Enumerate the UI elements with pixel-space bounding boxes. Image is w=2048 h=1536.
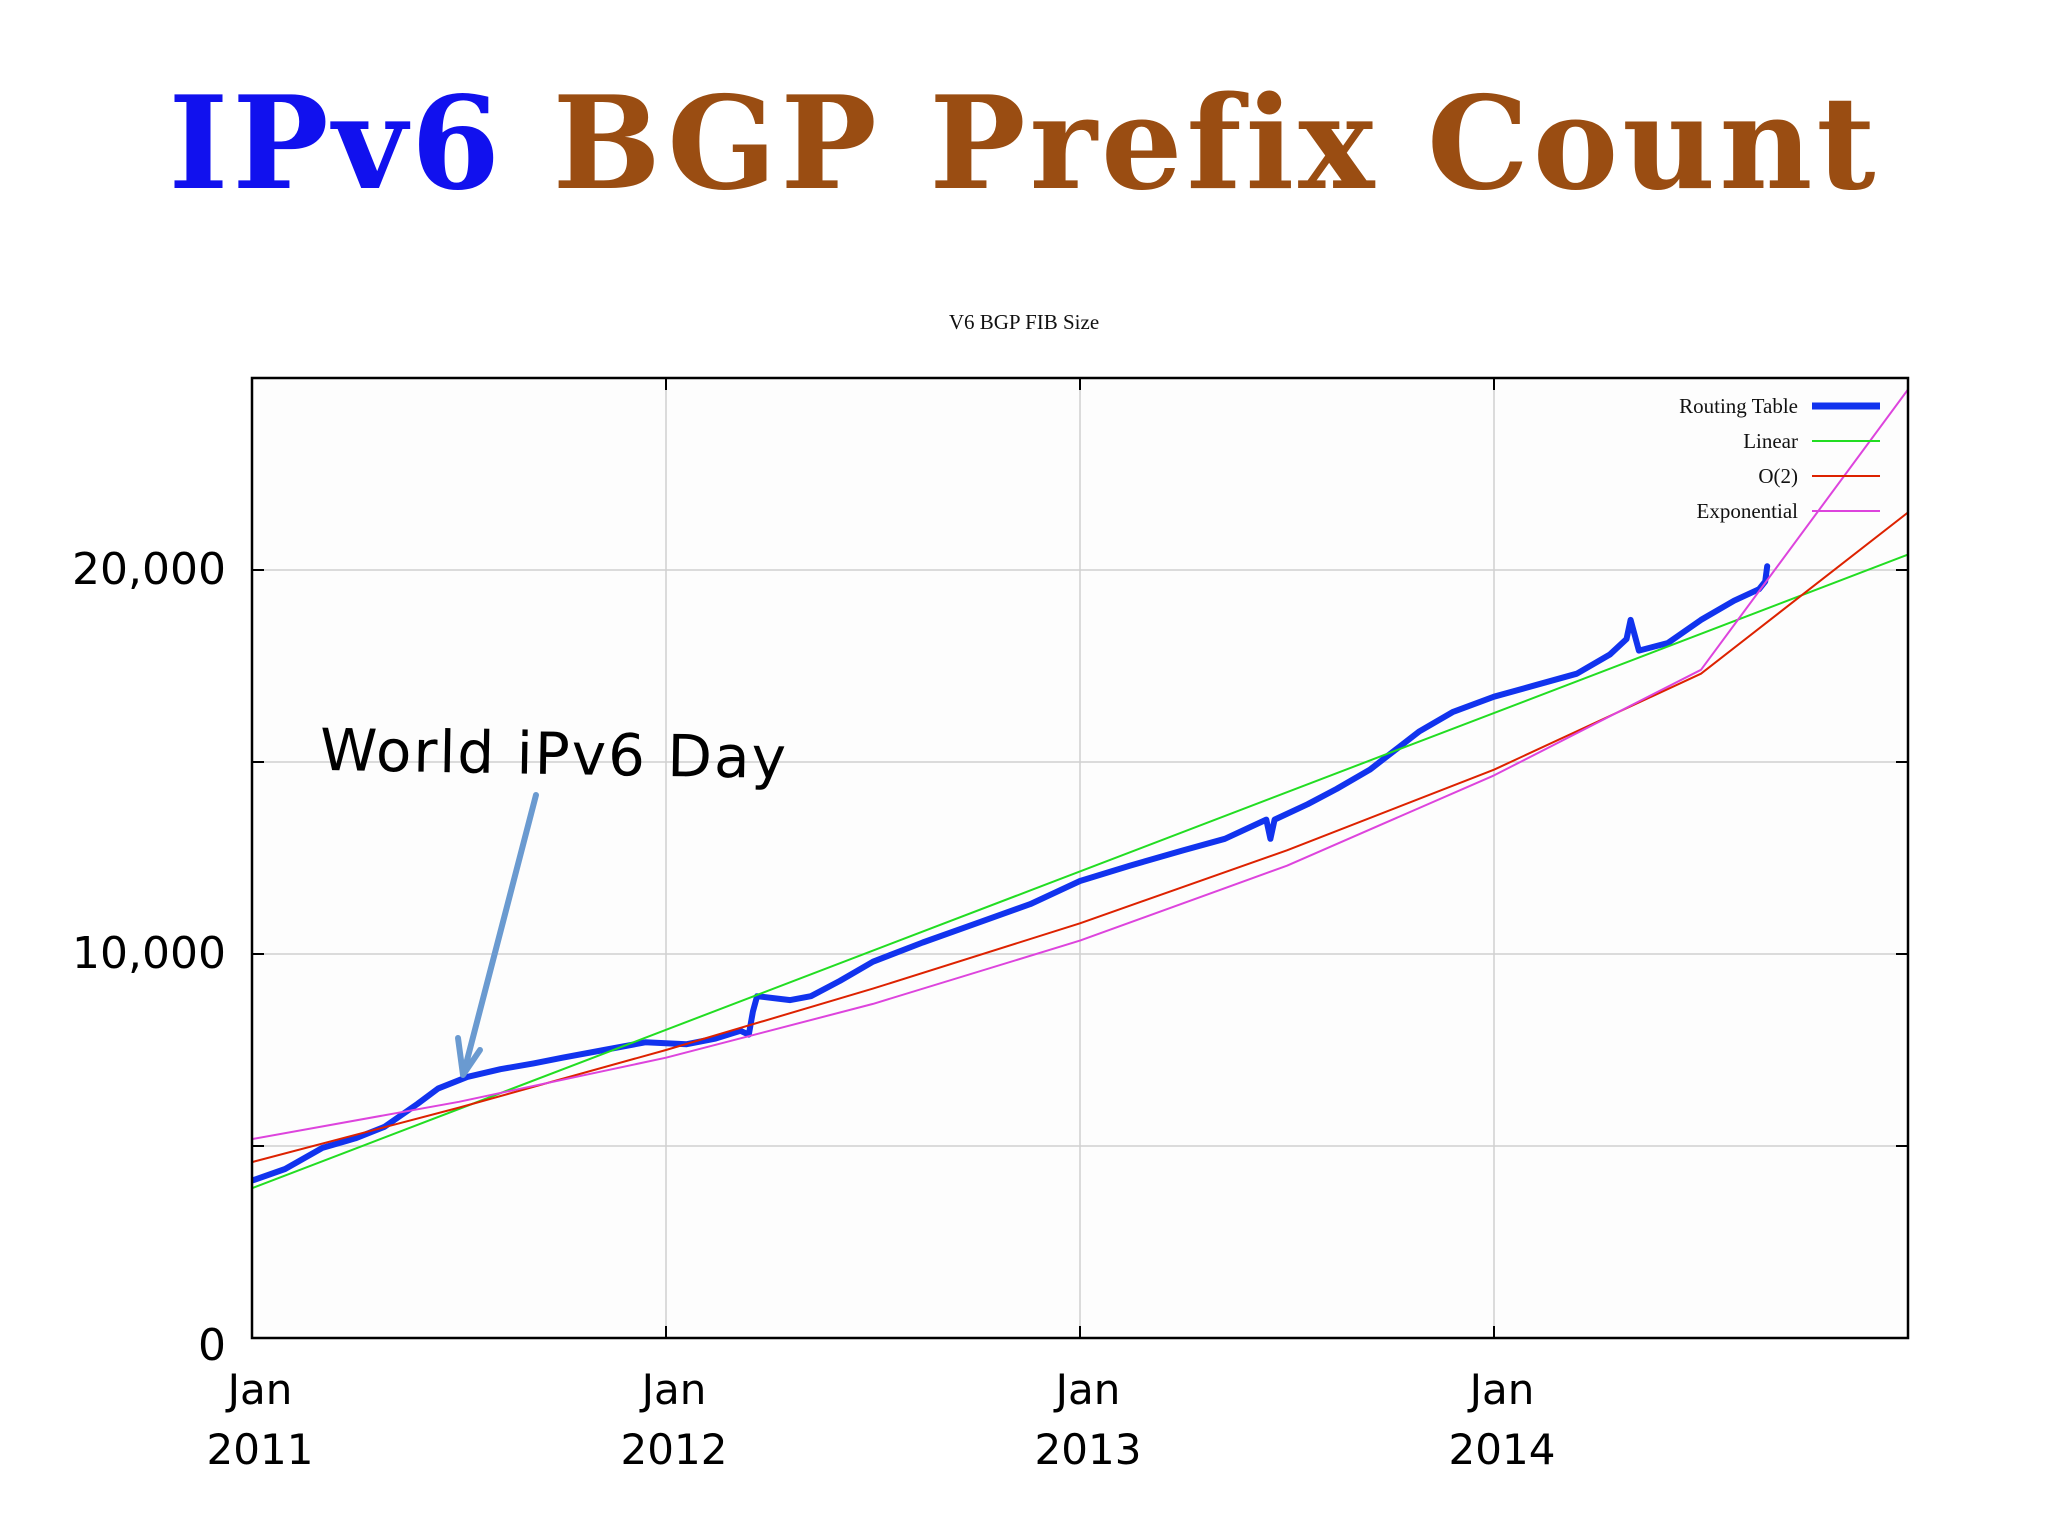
x-tick-month: Jan bbox=[1055, 1365, 1121, 1414]
plot-frame bbox=[250, 376, 1910, 1340]
x-tick-month: Jan bbox=[641, 1365, 707, 1414]
legend-label: Linear bbox=[1743, 429, 1798, 453]
x-tick-year: 2011 bbox=[206, 1425, 314, 1474]
x-tick-label: Jan 2014 bbox=[1402, 1360, 1602, 1480]
world-ipv6-day-annotation: World iPv6 Day bbox=[319, 715, 789, 793]
legend-label: O(2) bbox=[1758, 464, 1798, 488]
y-tick-label: 20,000 bbox=[72, 544, 226, 595]
series-linear bbox=[252, 553, 1908, 1190]
legend-label: Exponential bbox=[1697, 499, 1799, 523]
y-tick-label: 0 bbox=[198, 1320, 226, 1371]
slide-title: IPv6 BGP Prefix Count bbox=[0, 80, 2048, 208]
annotation-arrow-icon bbox=[462, 792, 539, 1071]
x-tick-label: Jan 2011 bbox=[160, 1360, 360, 1480]
x-tick-label: Jan 2012 bbox=[574, 1360, 774, 1480]
x-tick-year: 2012 bbox=[620, 1425, 728, 1474]
series-exponential bbox=[252, 388, 1908, 1141]
x-tick-year: 2013 bbox=[1034, 1425, 1142, 1474]
x-tick-month: Jan bbox=[227, 1365, 293, 1414]
y-tick-label: 10,000 bbox=[72, 928, 226, 979]
x-tick-label: Jan 2013 bbox=[988, 1360, 1188, 1480]
x-tick-month: Jan bbox=[1469, 1365, 1535, 1414]
x-tick-year: 2014 bbox=[1448, 1425, 1556, 1474]
slide-title-ipv6: IPv6 bbox=[168, 69, 505, 219]
series-routing-table bbox=[252, 563, 1771, 1184]
legend-label: Routing Table bbox=[1679, 394, 1798, 418]
slide-title-rest: BGP Prefix Count bbox=[552, 69, 1880, 219]
annotation-arrowhead-icon bbox=[455, 1035, 483, 1078]
chart-title: V6 BGP FIB Size bbox=[948, 310, 1100, 334]
